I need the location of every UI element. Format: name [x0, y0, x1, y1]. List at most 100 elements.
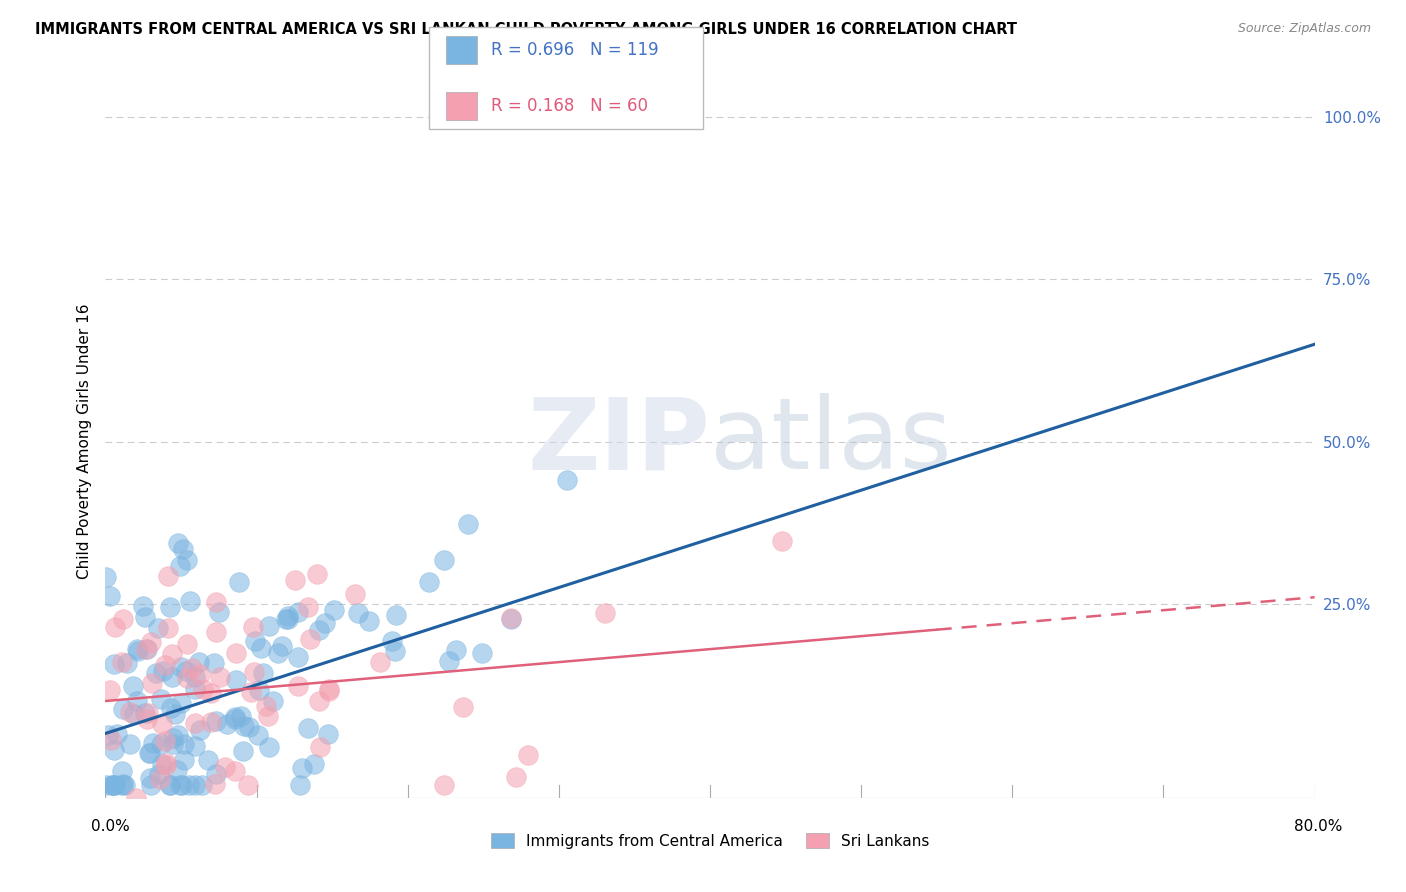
Immigrants from Central America	[148, 767, 170, 781]
Legend: Immigrants from Central America, Sri Lankans: Immigrants from Central America, Sri Lan…	[485, 827, 935, 855]
Immigrants from Central America	[322, 603, 344, 617]
Immigrants from Central America	[179, 594, 201, 608]
Immigrants from Central America	[159, 778, 181, 792]
Immigrants from Central America	[124, 707, 146, 722]
Immigrants from Central America	[104, 778, 127, 792]
Immigrants from Central America	[287, 605, 309, 619]
Immigrants from Central America	[160, 670, 183, 684]
Text: Source: ZipAtlas.com: Source: ZipAtlas.com	[1237, 22, 1371, 36]
Immigrants from Central America	[101, 778, 124, 792]
Immigrants from Central America	[103, 778, 125, 792]
Immigrants from Central America	[159, 778, 181, 792]
Immigrants from Central America	[238, 720, 260, 734]
Immigrants from Central America	[172, 541, 194, 556]
Immigrants from Central America	[277, 608, 299, 623]
Immigrants from Central America	[184, 739, 207, 753]
Immigrants from Central America	[555, 473, 578, 487]
Immigrants from Central America	[111, 764, 134, 778]
Immigrants from Central America	[359, 615, 381, 629]
Sri Lankans	[451, 699, 474, 714]
Sri Lankans	[214, 760, 236, 774]
Immigrants from Central America	[112, 777, 135, 791]
Immigrants from Central America	[169, 778, 191, 792]
Sri Lankans	[118, 706, 141, 720]
Immigrants from Central America	[139, 771, 162, 785]
Sri Lankans	[770, 534, 793, 549]
Sri Lankans	[200, 686, 222, 700]
Immigrants from Central America	[190, 778, 212, 792]
Sri Lankans	[180, 660, 202, 674]
Text: atlas: atlas	[710, 393, 952, 490]
Immigrants from Central America	[297, 721, 319, 735]
Immigrants from Central America	[170, 778, 193, 792]
Immigrants from Central America	[152, 664, 174, 678]
Sri Lankans	[155, 756, 177, 771]
Sri Lankans	[157, 569, 180, 583]
Immigrants from Central America	[145, 666, 167, 681]
Immigrants from Central America	[149, 691, 172, 706]
Immigrants from Central America	[252, 665, 274, 680]
Immigrants from Central America	[471, 646, 494, 660]
Immigrants from Central America	[167, 728, 190, 742]
Immigrants from Central America	[433, 553, 456, 567]
Immigrants from Central America	[381, 634, 404, 648]
Immigrants from Central America	[250, 641, 273, 656]
Sri Lankans	[239, 685, 262, 699]
Immigrants from Central America	[202, 657, 225, 671]
Immigrants from Central America	[122, 679, 145, 693]
Immigrants from Central America	[134, 706, 156, 720]
Sri Lankans	[256, 709, 278, 723]
Immigrants from Central America	[135, 642, 157, 657]
Immigrants from Central America	[384, 644, 406, 658]
Immigrants from Central America	[291, 761, 314, 775]
Immigrants from Central America	[188, 655, 211, 669]
Sri Lankans	[287, 679, 309, 693]
Immigrants from Central America	[224, 712, 246, 726]
Text: 80.0%: 80.0%	[1295, 820, 1343, 834]
Immigrants from Central America	[166, 763, 188, 777]
Sri Lankans	[433, 778, 456, 792]
Text: 0.0%: 0.0%	[91, 820, 131, 834]
Sri Lankans	[200, 714, 222, 729]
Immigrants from Central America	[205, 714, 228, 728]
Sri Lankans	[153, 733, 176, 747]
Sri Lankans	[297, 600, 319, 615]
Immigrants from Central America	[418, 575, 440, 590]
Sri Lankans	[136, 706, 159, 720]
Immigrants from Central America	[267, 646, 290, 660]
Immigrants from Central America	[228, 574, 250, 589]
Immigrants from Central America	[159, 600, 181, 615]
Immigrants from Central America	[117, 656, 139, 670]
Immigrants from Central America	[247, 728, 270, 742]
Sri Lankans	[125, 791, 148, 805]
Sri Lankans	[242, 619, 264, 633]
Immigrants from Central America	[96, 778, 118, 792]
Sri Lankans	[149, 772, 172, 786]
Sri Lankans	[318, 682, 340, 697]
Immigrants from Central America	[118, 737, 141, 751]
Sri Lankans	[98, 683, 121, 698]
Immigrants from Central America	[169, 558, 191, 573]
Immigrants from Central America	[225, 673, 247, 687]
Immigrants from Central America	[385, 608, 408, 623]
Immigrants from Central America	[247, 683, 270, 698]
Immigrants from Central America	[114, 778, 136, 792]
Sri Lankans	[307, 566, 329, 581]
Sri Lankans	[135, 642, 157, 657]
Sri Lankans	[298, 632, 321, 646]
Text: ZIP: ZIP	[527, 393, 710, 490]
Sri Lankans	[111, 612, 134, 626]
Immigrants from Central America	[127, 644, 149, 658]
Immigrants from Central America	[302, 756, 325, 771]
Immigrants from Central America	[176, 553, 198, 567]
Sri Lankans	[205, 595, 228, 609]
Immigrants from Central America	[439, 654, 461, 668]
Sri Lankans	[505, 770, 527, 784]
Sri Lankans	[176, 671, 198, 685]
Sri Lankans	[284, 573, 307, 587]
Sri Lankans	[176, 637, 198, 651]
Immigrants from Central America	[169, 696, 191, 710]
Sri Lankans	[254, 698, 277, 713]
Text: R = 0.168   N = 60: R = 0.168 N = 60	[491, 97, 648, 115]
Immigrants from Central America	[134, 610, 156, 624]
